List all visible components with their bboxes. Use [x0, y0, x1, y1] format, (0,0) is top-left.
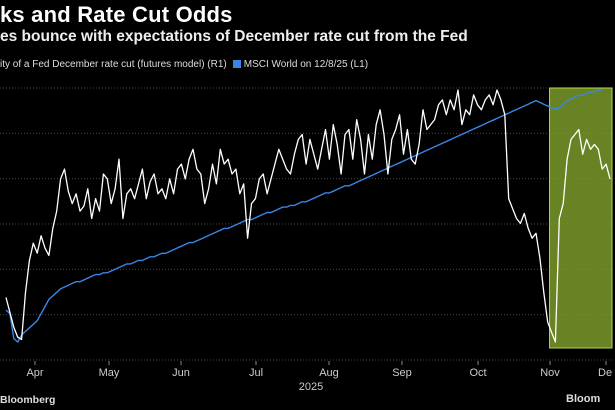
legend-entry-rate-cut: ity of a Fed December rate cut (futures …	[0, 59, 227, 70]
x-tick-label: Apr	[26, 367, 43, 379]
x-tick-label: Sep	[392, 367, 412, 379]
legend-label-rate-cut: ity of a Fed December rate cut (futures …	[0, 58, 227, 70]
chart-subtitle: es bounce with expectations of December …	[0, 28, 468, 45]
bloomberg-logo: Bloom	[566, 393, 601, 405]
legend-label-msci: MSCI World on 12/8/25 (L1)	[243, 58, 369, 70]
x-tick-label: May	[99, 367, 120, 379]
legend-entry-msci: MSCI World on 12/8/25 (L1)	[232, 58, 369, 70]
x-tick-label: Oct	[469, 367, 486, 379]
x-axis-ticks: Apr May Jun Jul Aug Sep Oct Nov De	[26, 361, 612, 379]
chart-legend: ity of a Fed December rate cut (futures …	[0, 57, 374, 71]
x-tick-label: Jun	[172, 367, 190, 379]
series-line-msci	[5, 89, 603, 343]
gridlines	[0, 87, 615, 361]
series-line-rate-cut	[5, 89, 611, 343]
x-tick-label: Nov	[540, 367, 560, 379]
x-tick-label: Jul	[249, 367, 263, 379]
legend-swatch-msci	[232, 60, 241, 68]
x-axis-year-label: 2025	[299, 381, 323, 393]
x-tick-label: Aug	[319, 367, 339, 379]
x-tick-label: De	[598, 367, 612, 379]
source-note: Bloomberg	[0, 394, 55, 406]
chart-title: ks and Rate Cut Odds	[0, 2, 233, 27]
source-label: Bloomberg	[0, 394, 56, 406]
series-lines	[5, 89, 611, 343]
